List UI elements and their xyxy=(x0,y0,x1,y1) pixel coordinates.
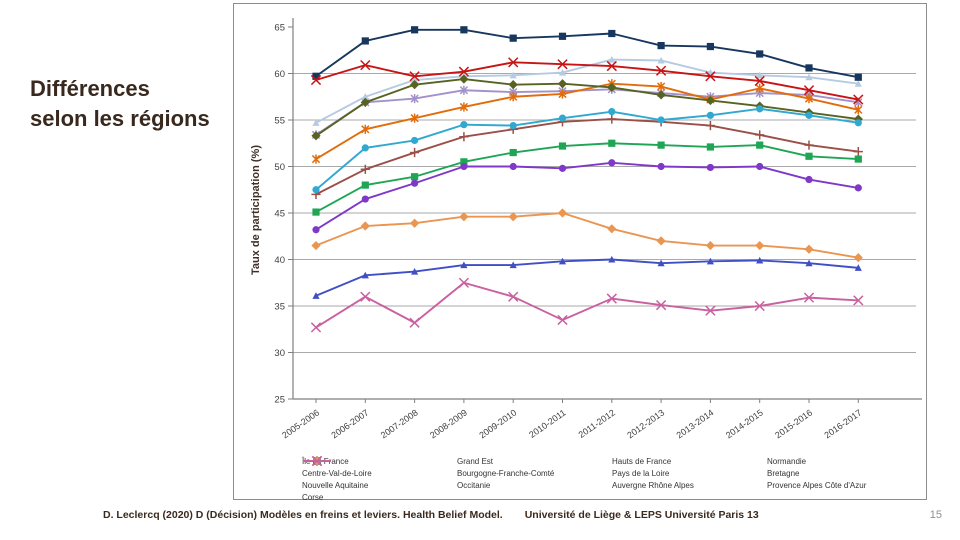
x-tick-label: 2005-2006 xyxy=(280,407,321,440)
footer: D. Leclercq (2020) D (Décision) Modèles … xyxy=(103,509,823,521)
series-line-7 xyxy=(310,57,864,105)
x-tick-label: 2009-2010 xyxy=(477,407,518,440)
legend-item-6: Pays de la Loire xyxy=(303,457,765,479)
legend-label-2: Hauts de France xyxy=(612,457,672,466)
legend-label-3: Normandie xyxy=(767,457,807,466)
legend-item-12: Corse xyxy=(302,456,455,503)
x-tick-label: 2016-2017 xyxy=(822,407,863,440)
x-tick-label: 2008-2009 xyxy=(428,407,469,440)
y-axis-title: Taux de participation (%) xyxy=(250,145,262,275)
x-tick-label: 2014-2015 xyxy=(724,407,765,440)
legend-item-7: Bretagne xyxy=(303,456,920,479)
series-line-10 xyxy=(312,105,862,194)
series-line-6 xyxy=(312,26,862,81)
x-tick-label: 2015-2016 xyxy=(773,407,814,440)
legend-label-7: Bretagne xyxy=(767,469,800,478)
legend-item-11: Provence Alpes Côte d'Azur xyxy=(303,456,920,491)
legend-item-3: Normandie xyxy=(303,456,920,467)
legend-label-9: Occitanie xyxy=(457,481,491,490)
x-tick-label: 2010-2011 xyxy=(527,407,567,439)
y-tick-label: 30 xyxy=(274,348,285,359)
gridlines xyxy=(293,73,916,353)
chart-panel: 25 30 35 40 45 50 55 60 65 2005-2006 2006-2007 2007… xyxy=(233,3,927,503)
x-tick-label: 2006-2007 xyxy=(329,407,370,440)
y-tick-label: 35 xyxy=(274,302,285,313)
slide-title-line1: Différences xyxy=(30,76,150,101)
legend-label-8: Nouvelle Aquitaine xyxy=(302,481,369,490)
legend-item-5: Bourgogne-Franche-Comté xyxy=(303,456,610,479)
y-tick-label: 65 xyxy=(274,23,285,34)
legend-label-1: Grand Est xyxy=(457,457,494,466)
y-tick-label: 40 xyxy=(274,255,285,266)
participation-line-chart: 25 30 35 40 45 50 55 60 65 2005-2006 2006-2007 2007… xyxy=(250,18,922,440)
x-tick-label: 2013-2014 xyxy=(675,407,716,440)
y-tick-label: 25 xyxy=(274,395,285,406)
footer-citation: D. Leclercq (2020) D (Décision) Modèles … xyxy=(103,509,503,521)
slide-title: Différences selon les régions xyxy=(30,74,245,135)
legend-item-2: Hauts de France xyxy=(303,456,765,467)
series-line-1 xyxy=(311,114,863,199)
x-tick-label: 2012-2013 xyxy=(625,407,666,440)
legend-label-5: Bourgogne-Franche-Comté xyxy=(457,469,555,478)
legend-item-9: Occitanie xyxy=(303,457,610,491)
x-tick-label: 2011-2012 xyxy=(576,407,616,439)
legend-item-1: Grand Est xyxy=(303,456,610,467)
legend-item-10: Auvergne Rhône Alpes xyxy=(303,457,765,491)
y-axis-ticks: 25 30 35 40 45 50 55 60 65 xyxy=(274,23,293,406)
series-line-2 xyxy=(312,139,862,216)
legend-item-8: Nouvelle Aquitaine xyxy=(302,456,455,491)
y-tick-label: 60 xyxy=(274,69,285,80)
page-number: 15 xyxy=(929,509,942,521)
x-axis-ticks: 2005-2006 2006-2007 2007-2008 2008-2009 2009… xyxy=(280,399,863,440)
series-line-9 xyxy=(312,159,862,234)
legend-label-4: Centre-Val-de-Loire xyxy=(302,469,372,478)
series-line-12 xyxy=(310,277,864,333)
legend-label-10: Auvergne Rhône Alpes xyxy=(612,481,694,490)
x-tick-label: 2007-2008 xyxy=(379,407,420,440)
legend-label-11: Provence Alpes Côte d'Azur xyxy=(767,481,867,490)
legend-swatch-12 xyxy=(303,456,331,466)
footer-affiliation: Université de Liège & LEPS Université Pa… xyxy=(524,509,759,521)
legend-label-6: Pays de la Loire xyxy=(612,469,670,478)
y-tick-label: 50 xyxy=(274,162,285,173)
legend-label-12: Corse xyxy=(302,493,324,502)
y-tick-label: 55 xyxy=(274,116,285,127)
axes xyxy=(292,18,922,400)
legend-item-4: Centre-Val-de-Loire xyxy=(302,457,455,479)
series-line-11 xyxy=(311,208,863,263)
series-line-0 xyxy=(312,255,862,299)
y-tick-label: 45 xyxy=(274,209,285,220)
slide-title-line2: selon les régions xyxy=(30,106,210,132)
